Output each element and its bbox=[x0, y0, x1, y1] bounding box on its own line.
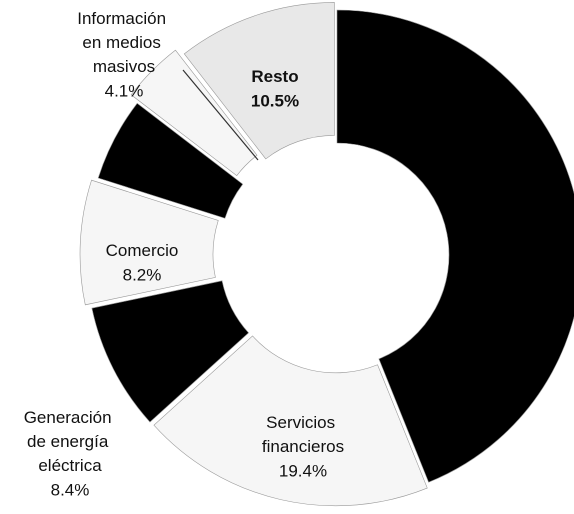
donut-slice bbox=[130, 49, 258, 177]
donut-slice bbox=[91, 280, 250, 423]
value-label: 8.2% bbox=[123, 265, 162, 284]
donut-slice bbox=[97, 102, 244, 219]
donut-slice bbox=[79, 179, 219, 306]
slice-label: Servicios financieros bbox=[262, 413, 344, 456]
value-label: 19.4% bbox=[279, 461, 327, 480]
value-label: 8.4% bbox=[51, 480, 90, 499]
slice-label: Información en medios masivos bbox=[77, 9, 171, 76]
donut-slice bbox=[336, 9, 574, 483]
value-label: 4.1% bbox=[105, 81, 144, 100]
donut-slice bbox=[153, 335, 428, 507]
slice-label: Comercio bbox=[106, 241, 179, 260]
donut-slice bbox=[183, 2, 335, 160]
leader-line bbox=[182, 69, 259, 161]
slice-label: Generación de energía eléctrica bbox=[24, 408, 117, 475]
value-label: 10.5% bbox=[251, 91, 299, 110]
slice-label: Resto bbox=[251, 67, 298, 86]
